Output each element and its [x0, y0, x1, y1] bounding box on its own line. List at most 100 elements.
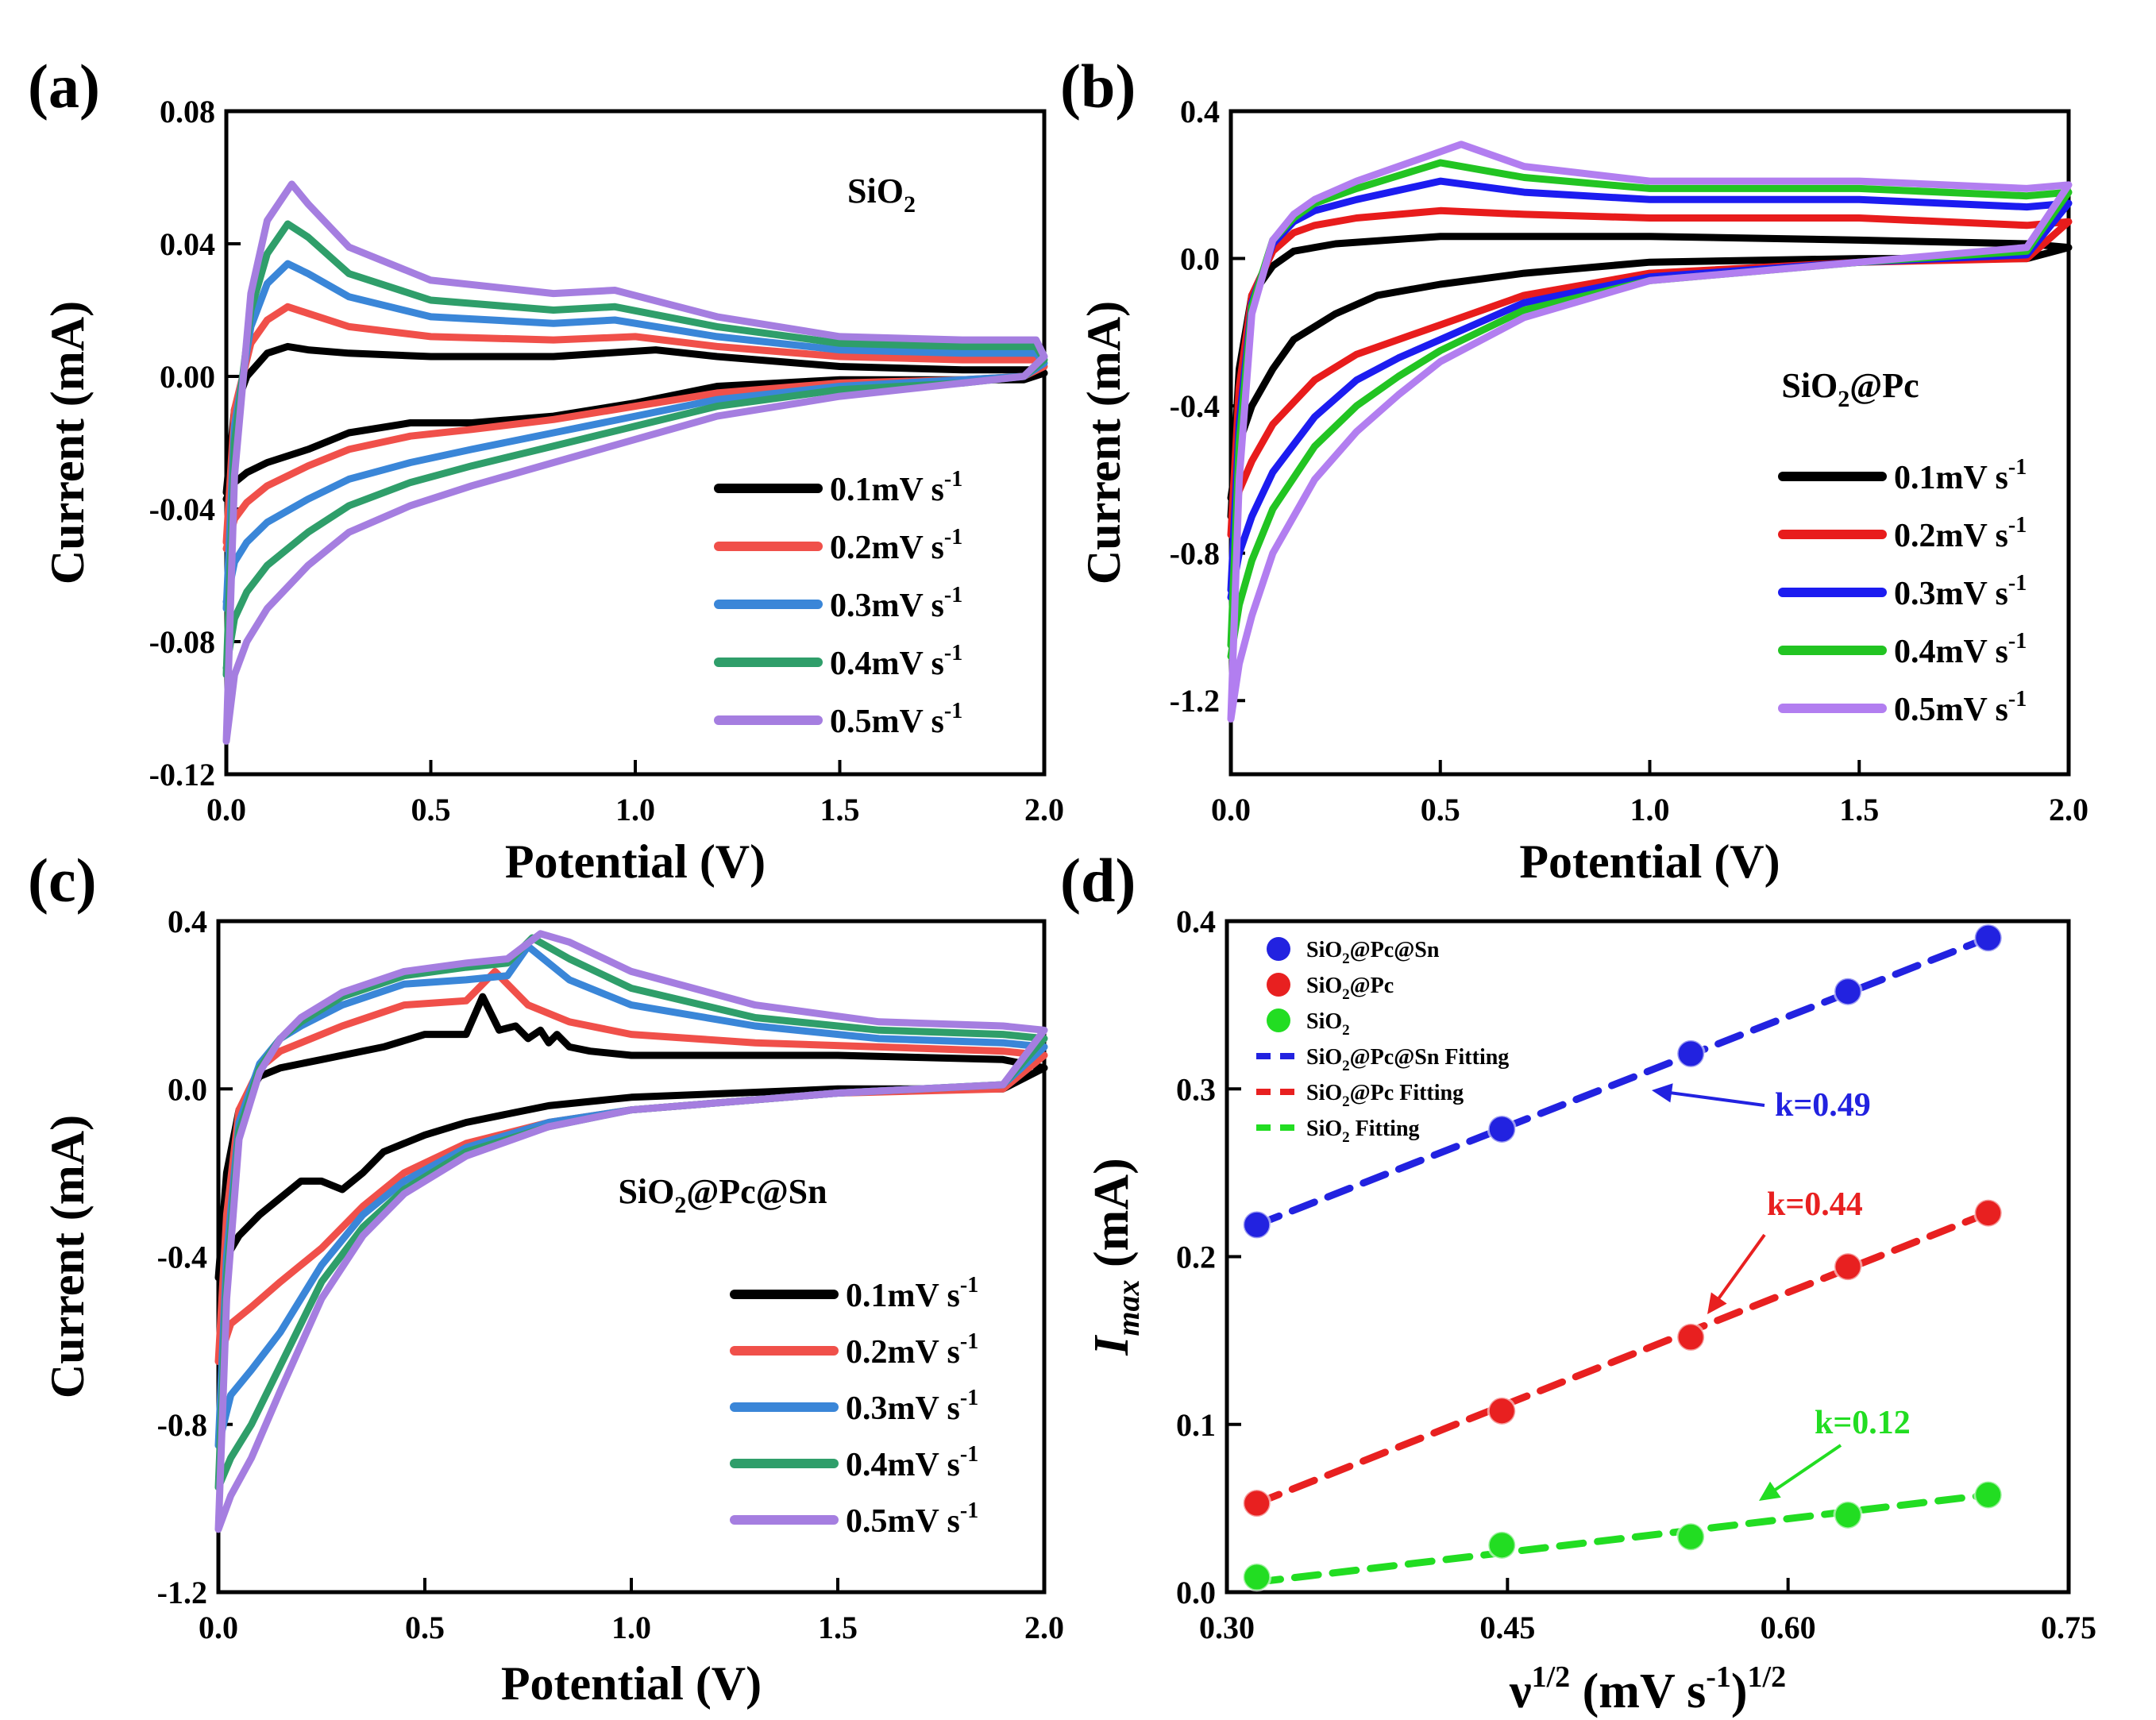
panel-b-legend-label-text: 0.2mV s	[1894, 518, 2008, 554]
panel-c-xtick-label: 0.0	[199, 1610, 238, 1645]
panel-b-xtick-label: 1.0	[1630, 792, 1670, 827]
panel-d-legend-label-base: SiO	[1306, 1009, 1342, 1034]
panel-a-series-5-line	[222, 180, 1048, 745]
panel-d-xlabel-end: )	[1731, 1664, 1748, 1718]
panel-d-legend-label: SiO2@Pc	[1306, 974, 1394, 1003]
panel-a-legend-label: 0.1mV s-1	[830, 467, 962, 508]
panel-b-ytick-label: 0.4	[1180, 94, 1220, 129]
panel-b-legend: 0.1mV s-1 0.2mV s -1 0.3mV s-1 0.4mV s-1 0.5m…	[1778, 455, 2027, 728]
panel-b-sample-label-sub: 2	[1838, 386, 1849, 412]
panel-a-xtick-label: 0.5	[411, 792, 451, 827]
panel-d-point-1	[1487, 1114, 1517, 1144]
panel-a-xtick-label: 1.0	[615, 792, 655, 827]
panel-c-legend-label-sup: -1	[960, 1386, 978, 1410]
panel-a-ytick-label: -0.12	[149, 757, 215, 793]
panel-d-legend-label-base: SiO	[1306, 938, 1342, 962]
panel-a-legend-label-text: 0.4mV s	[830, 646, 944, 682]
panel-a-legend-label-sup: -1	[944, 641, 962, 665]
panel-c-xtick-label: 1.5	[818, 1610, 858, 1645]
panel-d-legend-label: SiO2@Pc@Sn	[1306, 938, 1440, 967]
panel-d-fit-line-3	[1253, 1491, 1992, 1586]
panel-a-legend-label: 0.4mV s-1	[830, 641, 962, 682]
panel-c-sample-label-suffix: @Pc@Sn	[686, 1172, 827, 1211]
panel-c-sample-label: SiO2@Pc@Sn	[618, 1172, 827, 1218]
panel-c-legend-label: 0.3mV s-1	[846, 1386, 978, 1427]
panel-c-series-1-line	[214, 993, 1048, 1282]
panel-d-point-1	[1242, 1209, 1272, 1240]
panel-d-fits	[1253, 934, 1992, 1586]
panel-a-ytick-label: -0.08	[149, 624, 215, 660]
panel-b-ylabel: Current (mA)	[1078, 301, 1130, 584]
panel-a-sample-label: SiO2	[847, 172, 916, 218]
panel-b-ytick-label: 0.0	[1180, 241, 1220, 277]
panel-a-ytick-label: 0.08	[160, 94, 215, 129]
panel-b-legend-label-sup: -1	[2008, 455, 2027, 480]
panel-b-ytick-label: -0.4	[1170, 388, 1220, 424]
panel-d-xlabel-base: ν	[1509, 1664, 1532, 1718]
panel-d-point-3	[1973, 1479, 2004, 1510]
panel-c-legend-label-sup: -1	[960, 1273, 978, 1298]
panel-b-legend-label: 0.3mV s-1	[1894, 571, 2027, 612]
panel-d-fit-line-2	[1253, 1209, 1992, 1507]
panel-a-legend-label: 0.5mV s-1	[830, 699, 962, 740]
panel-b-frame	[1228, 109, 2071, 777]
panel-d-ytick-label: 0.1	[1176, 1407, 1216, 1443]
panel-d-xlabel-mid: (mV s	[1570, 1664, 1706, 1718]
panel-d-xtick-label: 0.60	[1761, 1610, 1816, 1645]
panel-c-ytick-label: 0.0	[168, 1071, 207, 1107]
panel-a-ylabel: Current (mA)	[41, 301, 94, 584]
panel-c-legend-label-sup: -1	[960, 1498, 978, 1523]
panel-b-legend-label-text: 0.1mV s	[1894, 460, 2008, 496]
panel-b-axes: 0.0 0.5 1.0 1.5 2.0 -1.2 -0.8 -0.4 0.0 0.4 (b)	[1060, 52, 2089, 827]
panel-d-xlabel: ν1/2 (mV s-1)1/2	[1509, 1660, 1786, 1718]
panel-d-xlabel-sup3: 1/2	[1748, 1660, 1787, 1694]
panel-d-legend-label-suffix: @Pc Fitting	[1350, 1081, 1464, 1105]
panel-a-legend-label-sup: -1	[944, 525, 962, 550]
panel-c-ytick-label: -0.4	[157, 1240, 207, 1275]
panel-d-frame	[1225, 919, 2071, 1595]
panel-b-panel-label: (b)	[1060, 52, 1136, 121]
panel-d-legend-label-suffix: @Pc	[1350, 974, 1394, 998]
panel-b-legend-label: 0.1mV s-1	[1894, 455, 2027, 496]
panel-c-legend-label-text: 0.5mV s	[846, 1503, 960, 1540]
panel-d-ytick-label: 0.4	[1176, 904, 1216, 939]
panel-a-legend-label-text: 0.2mV s	[830, 530, 944, 566]
panel-d-annotations: k=0.49 k=0.44 k=0.12	[1652, 1083, 1911, 1501]
panel-c-ylabel: Current (mA)	[41, 1115, 94, 1398]
panel-b-ytick-label: -0.8	[1170, 536, 1220, 572]
panel-c-series-2-line	[214, 967, 1048, 1365]
panel-d-arrow-head-1	[1652, 1083, 1673, 1103]
panel-d-legend-label-sub: 2	[1342, 951, 1350, 967]
panel-a-ytick-label: 0.00	[160, 359, 215, 395]
panel-b-series-2-line	[1227, 206, 2073, 538]
panel-d-legend-marker	[1267, 1008, 1290, 1032]
panel-b-xtick-label: 1.5	[1839, 792, 1879, 827]
panel-d-point-3	[1487, 1530, 1517, 1560]
panel-d-legend-label-sub: 2	[1342, 1093, 1350, 1110]
panel-d-point-2	[1487, 1396, 1517, 1426]
panel-a-xtick-label: 2.0	[1024, 792, 1064, 827]
panel-d-point-2	[1242, 1488, 1272, 1518]
panel-b-legend-label: 0.5mV s-1	[1894, 687, 2027, 728]
panel-d-ytick-label: 0.0	[1176, 1575, 1216, 1610]
panel-a-sample-label-sub: 2	[904, 191, 916, 218]
panel-d-legend-label-sub: 2	[1342, 1022, 1350, 1039]
panel-d-legend-label-suffix: Fitting	[1350, 1116, 1420, 1141]
panel-c-legend-label-sup: -1	[960, 1329, 978, 1354]
panel-c-legend-label: 0.5mV s-1	[846, 1498, 978, 1540]
panel-c-legend-label: 0.1mV s-1	[846, 1273, 978, 1314]
panel-a-xlabel: Potential (V)	[505, 835, 766, 888]
panel-a-axes: 0.0 0.5 1.0 1.5 2.0 -0.12 -0.08 -0.04 0.00 0.04 0.…	[28, 52, 1064, 827]
panel-d-panel-label: (d)	[1060, 846, 1136, 915]
panel-d-legend-label-base: SiO	[1306, 1045, 1342, 1070]
panel-c-series-5-line	[214, 930, 1048, 1533]
panel-b-legend-label: 0.4mV s-1	[1894, 629, 2027, 670]
panel-b-legend-label-text: 0.4mV s	[1894, 634, 2008, 670]
panel-d-legend-label-sub: 2	[1342, 986, 1350, 1003]
panel-d-legend-label-suffix: @Pc@Sn Fitting	[1350, 1045, 1510, 1070]
panel-a-xtick-label: 1.5	[820, 792, 860, 827]
panel-a-legend-label-text: 0.1mV s	[830, 472, 944, 508]
panel-a-panel-label: (a)	[28, 52, 100, 121]
panel-d-ylabel-end: (mA)	[1085, 1158, 1139, 1279]
panel-d-arrow-3	[1765, 1444, 1842, 1498]
